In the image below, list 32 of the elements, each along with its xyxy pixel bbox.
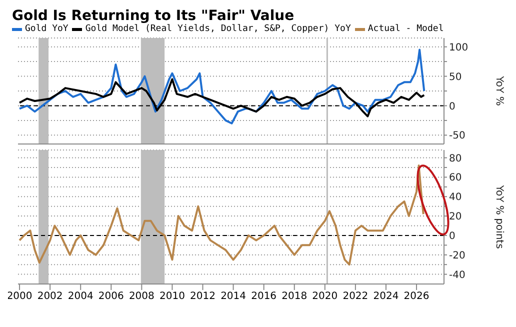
x-tick-label: 2012 <box>190 291 216 302</box>
x-tick-label: 2008 <box>128 291 154 302</box>
y-tick-label: 20 <box>449 212 462 223</box>
y-tick-label: 0 <box>449 101 456 112</box>
y-tick-label: -50 <box>449 130 466 142</box>
y-tick-label: 50 <box>449 72 462 83</box>
x-tick-label: 2022 <box>342 291 368 302</box>
x-tick-label: 2002 <box>37 291 63 302</box>
x-tick-label: 2010 <box>159 291 185 302</box>
chart-title: Gold Is Returning to Its "Fair" Value <box>11 8 296 24</box>
line-series <box>18 48 426 124</box>
y-tick-label: -40 <box>449 270 466 281</box>
legend-label: Gold Model (Real Yields, Dollar, S&P, Copper) YoY <box>84 24 351 34</box>
line-series <box>18 164 424 266</box>
x-tick-label: 2020 <box>312 291 338 302</box>
y-tick-label: 60 <box>449 172 462 184</box>
legend-label: Actual - Model <box>366 24 444 34</box>
y-tick-label: 0 <box>449 231 456 242</box>
legend-label: Gold YoY <box>24 24 68 34</box>
x-tick-label: 2014 <box>220 291 246 302</box>
y-tick-label: 40 <box>449 192 462 204</box>
y-axis-title: YoY % points <box>493 184 504 249</box>
y-axis-title: YoY % <box>493 75 504 106</box>
x-tick-label: 2026 <box>404 291 430 302</box>
y-tick-label: 100 <box>449 42 468 54</box>
y-tick-label: 80 <box>449 153 462 164</box>
y-tick-label: -20 <box>449 250 466 262</box>
x-tick-label: 2004 <box>68 291 94 302</box>
x-tick-label: 2024 <box>373 291 399 302</box>
x-tick-label: 2006 <box>98 291 124 302</box>
x-tick-label: 2018 <box>282 291 308 302</box>
x-tick-label: 2016 <box>251 291 277 302</box>
